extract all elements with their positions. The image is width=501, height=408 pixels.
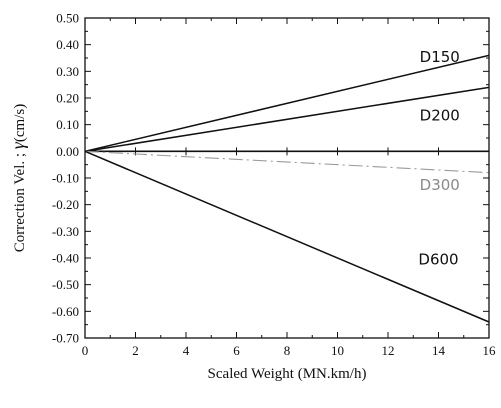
y-tick-label: 0.10 bbox=[56, 117, 79, 132]
y-axis-title-unit: (cm/s) bbox=[12, 104, 28, 142]
series-line-d300 bbox=[84, 150, 490, 174]
x-tick-label: 8 bbox=[284, 343, 291, 358]
plot-area-frame bbox=[84, 17, 490, 339]
y-tick-label: 0.50 bbox=[56, 11, 79, 26]
x-tick-label: 10 bbox=[331, 343, 344, 358]
x-tick-label: 16 bbox=[483, 343, 497, 358]
y-tick-label: -0.40 bbox=[52, 251, 79, 266]
y-tick-label: -0.20 bbox=[52, 197, 79, 212]
y-tick-label: -0.50 bbox=[52, 277, 79, 292]
lines-layer bbox=[84, 54, 490, 323]
svg-text:Correction Vel. ; γ(cm/s): Correction Vel. ; γ(cm/s) bbox=[8, 104, 28, 252]
y-tick-label: 0.20 bbox=[56, 91, 79, 106]
y-tick-label: -0.10 bbox=[52, 171, 79, 186]
y-tick-label: -0.30 bbox=[52, 224, 79, 239]
x-tick-label: 2 bbox=[132, 343, 139, 358]
y-tick-label: 0.30 bbox=[56, 64, 79, 79]
series-label-d200: D200 bbox=[420, 107, 460, 125]
series-label-d300: D300 bbox=[420, 176, 460, 194]
y-tick-label: -0.60 bbox=[52, 304, 79, 319]
y-axis-title: Correction Vel. ; γ(cm/s) bbox=[8, 104, 28, 252]
gamma-symbol: γ bbox=[8, 141, 28, 149]
series-line-d600 bbox=[84, 150, 490, 323]
x-tick-label: 6 bbox=[233, 343, 240, 358]
series-label-d150: D150 bbox=[420, 48, 460, 66]
series-label-d600: D600 bbox=[418, 251, 458, 269]
x-tick-label: 0 bbox=[82, 343, 89, 358]
y-axis-title-text: Correction Vel. ; bbox=[12, 149, 28, 252]
series-line-d150 bbox=[84, 54, 490, 153]
y-tick-label: 0.00 bbox=[56, 144, 79, 159]
x-axis-title: Scaled Weight (MN.km/h) bbox=[208, 366, 367, 382]
x-tick-label: 4 bbox=[183, 343, 190, 358]
x-tick-label: 14 bbox=[432, 343, 446, 358]
series-line-d200 bbox=[84, 86, 490, 153]
y-tick-label: 0.40 bbox=[56, 37, 79, 52]
y-tick-label: -0.70 bbox=[52, 331, 79, 346]
x-tick-label: 12 bbox=[382, 343, 395, 358]
labels-layer: 0.50 0.40 0.30 0.20 0.10 0.00 -0.10 -0.20 -0.30 -… bbox=[52, 11, 496, 359]
